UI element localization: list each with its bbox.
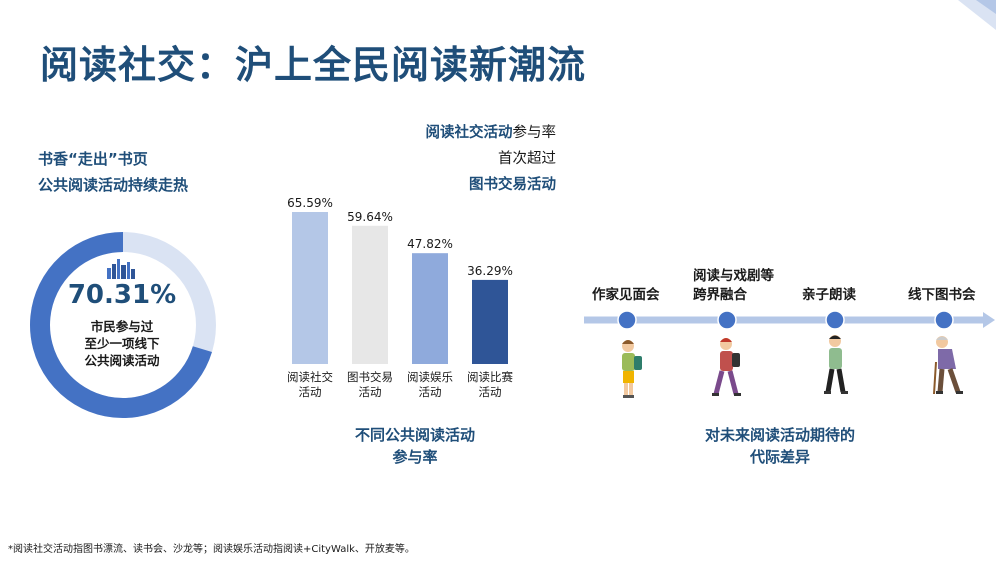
page-title: 阅读社交：沪上全民阅读新潮流	[40, 43, 587, 87]
timeline-dot-1	[617, 310, 637, 330]
timeline-dot-4	[934, 310, 954, 330]
timeline-label-3-line1: 亲子朗读	[802, 287, 856, 303]
donut-text-line1: 市民参与过	[90, 319, 154, 334]
timeline-label-4: 线下图书会	[908, 286, 976, 305]
highlight-line1-blue: 阅读社交活动	[425, 125, 513, 141]
highlight-line2: 首次超过	[498, 151, 556, 167]
bar-value-label-1: 65.59%	[287, 196, 333, 210]
city-skyline-icon	[107, 259, 135, 279]
timeline-label-1-line1: 作家见面会	[592, 287, 660, 303]
bar-value-label-4: 36.29%	[467, 264, 513, 278]
bar-category-label-2-line1: 图书交易	[347, 370, 393, 384]
bar-category-label-1-line1: 阅读社交	[287, 370, 333, 384]
left-heading-line1: 书香“走出”书页	[38, 150, 148, 168]
activity-participation-bar-chart: 65.59%阅读社交活动59.64%图书交易活动47.82%阅读娱乐活动36.2…	[287, 196, 513, 399]
timeline-caption-line2: 代际差异	[749, 448, 810, 466]
bar-2	[352, 225, 388, 364]
bar-value-label-2: 59.64%	[347, 210, 393, 224]
footnote: *阅读社交活动指图书漂流、读书会、沙龙等；阅读娱乐活动指阅读+CityWalk、…	[8, 544, 415, 555]
bar-category-label-1-line2: 活动	[299, 385, 322, 399]
donut-percentage: 70.31%	[67, 280, 177, 310]
bar-category-label-3-line1: 阅读娱乐	[407, 370, 453, 384]
highlight-line1-rest: 参与率	[512, 125, 557, 141]
timeline-label-2-line2: 跨界融合	[693, 287, 747, 303]
highlight-statement: 阅读社交活动参与率 首次超过 图书交易活动	[360, 120, 557, 198]
timeline-label-2: 阅读与戏剧等 跨界融合	[693, 267, 774, 305]
bar-value-label-3: 47.82%	[407, 237, 453, 251]
adult-figure-icon	[824, 335, 848, 394]
timeline-label-2-line1: 阅读与戏剧等	[693, 268, 774, 284]
bar-category-label-4-line2: 活动	[479, 385, 502, 399]
donut-value-arc	[30, 232, 212, 418]
timeline-arrowhead	[983, 312, 995, 328]
timeline-caption-line1: 对未来阅读活动期待的	[704, 426, 855, 444]
timeline-dot-2	[717, 310, 737, 330]
timeline-caption: 对未来阅读活动期待的 代际差异	[680, 424, 880, 468]
timeline-dot-3	[825, 310, 845, 330]
bar-4	[472, 279, 508, 364]
donut-text-line3: 公共阅读活动	[84, 353, 160, 368]
bar-chart-title-line1: 不同公共阅读活动	[354, 426, 475, 444]
donut-description: 市民参与过 至少一项线下 公共阅读活动	[52, 318, 192, 369]
highlight-line3: 图书交易活动	[469, 177, 556, 193]
bar-chart-title-line2: 参与率	[392, 448, 438, 466]
left-heading: 书香“走出”书页 公共阅读活动持续走热	[38, 146, 188, 198]
participation-donut	[30, 232, 216, 418]
generational-timeline	[584, 310, 995, 330]
bar-chart-title: 不同公共阅读活动 参与率	[330, 424, 500, 468]
bar-category-label-4-line1: 阅读比赛	[467, 370, 513, 384]
left-heading-line2: 公共阅读活动持续走热	[38, 176, 189, 194]
bar-3	[412, 253, 448, 364]
child-figure-icon	[622, 340, 642, 398]
donut-text-line2: 至少一项线下	[84, 336, 160, 351]
timeline-label-1: 作家见面会	[592, 286, 660, 305]
timeline-label-4-line1: 线下图书会	[908, 287, 976, 303]
young-adult-figure-icon	[712, 338, 741, 396]
bar-category-label-2-line2: 活动	[359, 385, 382, 399]
highlight-line1: 阅读社交活动参与率	[360, 120, 557, 146]
bar-1	[292, 212, 328, 364]
bar-category-label-3-line2: 活动	[419, 385, 442, 399]
corner-ribbon-decoration	[958, 0, 996, 30]
elderly-figure-icon	[933, 336, 963, 395]
timeline-label-3: 亲子朗读	[802, 286, 856, 305]
